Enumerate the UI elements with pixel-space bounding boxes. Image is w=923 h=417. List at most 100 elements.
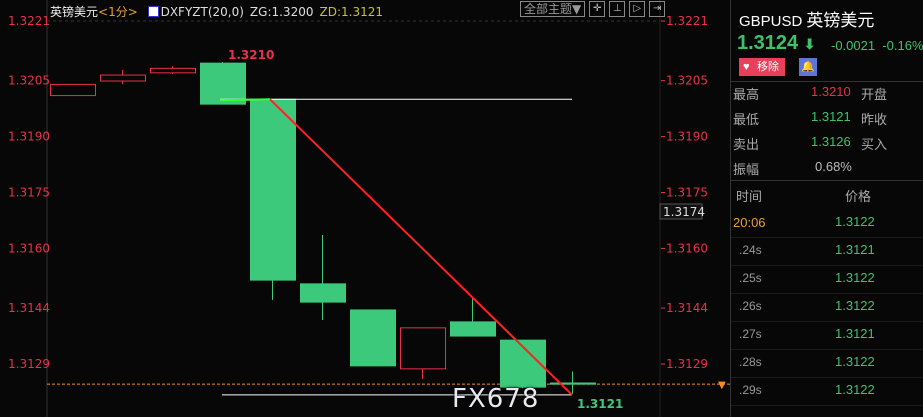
candle-body xyxy=(450,321,496,337)
last-price-value: 1.3124 xyxy=(737,32,799,54)
play-icon[interactable]: ▷ xyxy=(629,1,646,17)
crosshair-price-label: 1.3174 xyxy=(663,205,705,219)
trend-line xyxy=(269,98,573,396)
candle-body xyxy=(150,67,196,74)
remove-favorite-button[interactable]: ♥ 移除 xyxy=(739,58,785,76)
tick-row: 20:06 1.3122 xyxy=(731,210,923,238)
y-tick-label-left: 1.3221 xyxy=(8,14,50,28)
current-price-marker-icon: ▼ xyxy=(718,380,726,391)
stat-label: 卖出 xyxy=(733,137,760,152)
current-label-box xyxy=(659,203,703,220)
symbol: GBPUSD 英镑美元 xyxy=(739,6,874,31)
zd-value: ZD:1.3121 xyxy=(319,5,383,19)
candle-body xyxy=(300,283,346,303)
tick-price: 1.3122 xyxy=(835,214,875,229)
chart-toolbar: 全部主题▼ ✛ ⊥ ▷ ⇥ xyxy=(520,1,666,17)
remove-label: 移除 xyxy=(757,61,779,73)
tick-price: 1.3121 xyxy=(835,326,875,341)
tick-row: .28s 1.3122 xyxy=(731,350,923,378)
indicator-icon[interactable] xyxy=(147,6,159,17)
stat-row: 振幅 0.68% xyxy=(731,159,923,181)
symbol-name: 英镑美元 xyxy=(806,11,875,31)
tick-price: 1.3122 xyxy=(835,298,875,313)
stat-value: 1.3210 xyxy=(811,84,851,99)
change-percent: -0.16% xyxy=(882,38,923,53)
zoom-in-icon[interactable]: ⊥ xyxy=(609,1,626,17)
crosshair-icon[interactable]: ✛ xyxy=(589,1,606,17)
y-tick-label-right: 1.3175 xyxy=(666,186,708,200)
stat-value: 0.68% xyxy=(815,159,852,174)
chart-title: 英镑美元 xyxy=(50,5,99,19)
tick-time: .26s xyxy=(739,299,762,313)
period-label[interactable]: <1分> xyxy=(98,5,138,19)
bell-icon[interactable]: 🔔 xyxy=(799,58,817,76)
change: -0.0021 -0.16% xyxy=(831,38,923,53)
tick-time: .25s xyxy=(739,271,762,285)
candle-body xyxy=(50,83,96,97)
down-arrow-icon: ⬇ xyxy=(803,36,816,52)
tick-row xyxy=(731,406,923,417)
stat-label: 最低 xyxy=(733,112,760,127)
tick-time: .27s xyxy=(739,327,762,341)
candle-body xyxy=(550,382,596,385)
theme-dropdown[interactable]: 全部主题▼ xyxy=(520,1,586,17)
stat-label-right: 买入 xyxy=(861,137,888,152)
high-label: 1.3210 xyxy=(228,48,274,62)
stat-row: 最高 1.3210 开盘 xyxy=(731,84,923,106)
tick-time: .28s xyxy=(739,355,762,369)
price-header: 价格 xyxy=(845,189,872,204)
time-header: 时间 xyxy=(736,189,763,204)
stat-row: 卖出 1.3126 买入 xyxy=(731,134,923,156)
tick-price: 1.3121 xyxy=(835,242,875,257)
y-tick-label-left: 1.3175 xyxy=(8,186,50,200)
stat-label-right: 昨收 xyxy=(861,112,888,127)
candlestick-chart[interactable]: 1.3221 1.3221 1.3205 1.3205 1.3190 1.3190 1.31… xyxy=(0,0,730,417)
y-tick-label-left: 1.3129 xyxy=(8,357,50,371)
tick-price: 1.3122 xyxy=(835,382,875,397)
tick-time: .29s xyxy=(739,383,762,397)
candle-body xyxy=(350,309,396,367)
y-tick-label-right: 1.3205 xyxy=(666,74,708,88)
tick-row: .26s 1.3122 xyxy=(731,294,923,322)
y-tick-label-left: 1.3160 xyxy=(8,241,50,255)
stat-value: 1.3121 xyxy=(811,109,851,124)
stat-label-right: 开盘 xyxy=(861,87,888,102)
y-tick-label-right: 1.3160 xyxy=(666,241,708,255)
y-tick-label-right: 1.3221 xyxy=(666,14,708,28)
y-tick-label-left: 1.3190 xyxy=(8,130,50,144)
y-tick-label-left: 1.3205 xyxy=(8,74,50,88)
tick-price: 1.3122 xyxy=(835,354,875,369)
tick-row: .25s 1.3122 xyxy=(731,266,923,294)
candle-body xyxy=(100,74,146,82)
tick-time: .24s xyxy=(739,243,762,257)
stat-row: 最低 1.3121 昨收 xyxy=(731,109,923,131)
tick-price: 1.3122 xyxy=(835,270,875,285)
heart-icon: ♥ xyxy=(743,61,750,73)
stat-label: 最高 xyxy=(733,87,760,102)
ticks-header: 时间 价格 xyxy=(731,186,923,208)
symbol-code: GBPUSD xyxy=(739,13,803,30)
tick-time: 20:06 xyxy=(733,215,766,230)
candle-body xyxy=(200,62,246,105)
zg-value: ZG:1.3200 xyxy=(249,5,314,19)
scroll-right-icon[interactable]: ⇥ xyxy=(649,1,666,17)
stat-value: 1.3126 xyxy=(811,134,851,149)
low-label: 1.3121 xyxy=(577,397,623,411)
change-value: -0.0021 xyxy=(831,38,876,53)
y-tick-label-right: 1.3144 xyxy=(666,301,708,315)
y-tick-label-right: 1.3129 xyxy=(666,357,708,371)
stat-label: 振幅 xyxy=(733,162,760,177)
y-tick-label-right: 1.3190 xyxy=(666,130,708,144)
last-price: 1.3124 ⬇ xyxy=(737,32,815,55)
chart-header: 英镑美元<1分> DXFYZT(20,0) ZG:1.3200 ZD:1.3121 xyxy=(50,3,389,20)
tick-row: .27s 1.3121 xyxy=(731,322,923,350)
candle-body xyxy=(250,98,296,281)
quote-panel: GBPUSD 英镑美元 1.3124 ⬇ -0.0021 -0.16% ♥ 移除 🔔… xyxy=(730,0,923,417)
indicator-name[interactable]: DXFYZT(20,0) xyxy=(160,5,244,19)
tick-row: .29s 1.3122 xyxy=(731,378,923,406)
tick-row: .24s 1.3121 xyxy=(731,238,923,266)
y-tick-label-left: 1.3144 xyxy=(8,301,50,315)
zg-marker-line xyxy=(219,98,271,102)
candle-body xyxy=(400,327,446,370)
fx678-watermark: FX678 xyxy=(452,384,540,414)
